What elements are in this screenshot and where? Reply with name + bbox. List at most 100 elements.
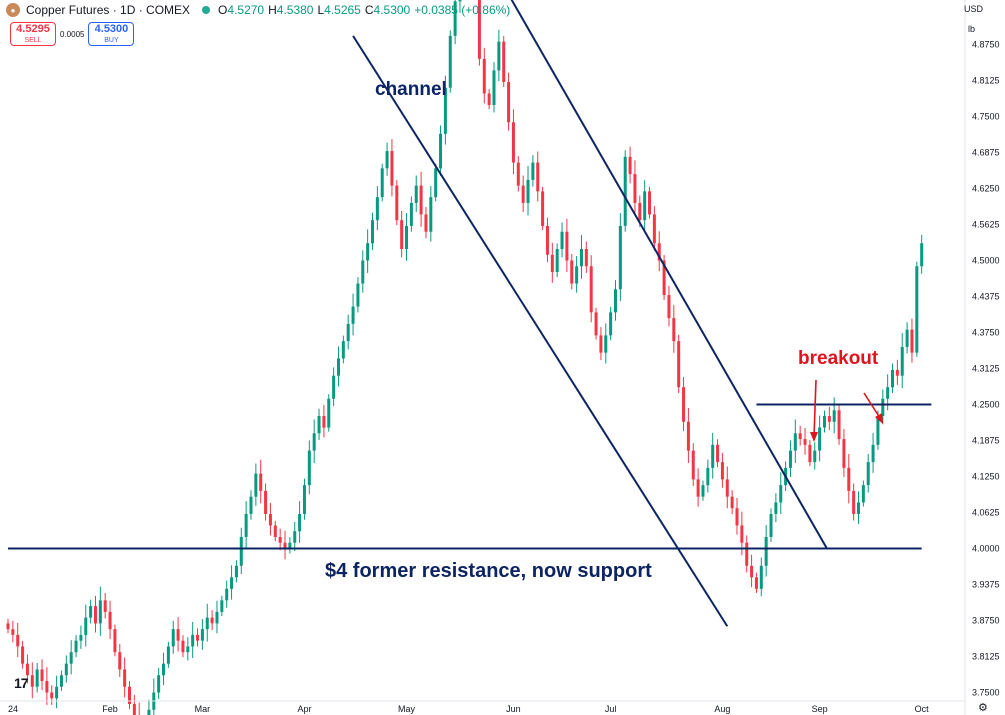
candle xyxy=(366,229,370,273)
candle xyxy=(905,322,909,354)
candle xyxy=(108,600,112,640)
buy-price: 4.5300 xyxy=(94,23,129,35)
candle xyxy=(259,459,263,504)
candle xyxy=(414,175,418,213)
candle xyxy=(716,439,720,468)
price-tick-label: 4.7500 xyxy=(972,112,1000,122)
candle xyxy=(628,146,632,184)
candle xyxy=(584,241,588,273)
candle xyxy=(682,377,686,431)
candle xyxy=(701,480,705,501)
candle xyxy=(288,537,292,554)
candle xyxy=(648,186,652,219)
symbol-title[interactable]: Copper Futures · 1D · COMEX xyxy=(26,3,191,17)
copper-logo-icon: ● xyxy=(6,3,20,17)
candle xyxy=(910,318,914,363)
buy-button[interactable]: 4.5300 BUY xyxy=(88,22,135,46)
support-label: $4 former resistance, now support xyxy=(325,560,652,582)
candle xyxy=(59,670,63,691)
price-tick-label: 4.8125 xyxy=(972,76,1000,86)
candle xyxy=(507,72,511,131)
candle xyxy=(764,524,768,577)
candles xyxy=(6,0,924,715)
close-value: 4.5300 xyxy=(373,3,411,17)
candle xyxy=(356,277,360,313)
candle xyxy=(618,213,622,301)
price-tick-label: 4.2500 xyxy=(972,400,1000,410)
candle xyxy=(128,681,131,709)
candle xyxy=(657,231,661,272)
candle xyxy=(594,307,598,340)
candle xyxy=(662,254,666,301)
candle xyxy=(264,483,268,521)
sell-button[interactable]: 4.5295 SELL xyxy=(10,22,56,46)
candle xyxy=(798,425,802,446)
candle xyxy=(346,314,350,350)
candle xyxy=(298,501,302,543)
candle xyxy=(652,206,656,251)
candle xyxy=(827,406,831,431)
candle xyxy=(497,29,501,82)
candle xyxy=(706,459,710,493)
price-tick-label: 4.5625 xyxy=(972,220,1000,230)
time-tick-label: Aug xyxy=(714,704,730,714)
candle xyxy=(861,480,865,507)
candle xyxy=(210,610,214,631)
candle xyxy=(50,685,54,705)
candle xyxy=(249,490,253,520)
candle xyxy=(181,635,185,658)
candle xyxy=(915,261,919,357)
candle xyxy=(614,280,617,321)
price-tick-label: 4.8750 xyxy=(972,40,1000,50)
gear-icon[interactable]: ⚙ xyxy=(978,702,988,714)
low-value: 4.5265 xyxy=(324,3,361,17)
candle xyxy=(312,419,316,464)
price-tick-label: 4.3125 xyxy=(972,364,1000,374)
candle xyxy=(482,47,486,104)
candle xyxy=(162,652,166,686)
channel-upper xyxy=(510,0,828,549)
time-tick-label: Jun xyxy=(506,704,521,714)
candle xyxy=(93,595,97,633)
candle xyxy=(118,643,122,677)
candle xyxy=(98,586,102,636)
candle xyxy=(793,419,797,464)
candle xyxy=(521,175,525,213)
trade-panel: 4.5295 SELL 0.0005 4.5300 BUY xyxy=(10,22,135,46)
candle xyxy=(244,501,248,549)
open-value: 4.5270 xyxy=(227,3,265,17)
candle xyxy=(900,333,904,389)
candle xyxy=(196,628,200,647)
candle xyxy=(803,428,807,455)
candle xyxy=(822,410,826,433)
tradingview-logo-icon[interactable]: 17 xyxy=(14,675,29,691)
open-label: O xyxy=(218,3,228,17)
candle xyxy=(725,466,729,509)
candle xyxy=(55,675,59,709)
candle xyxy=(871,432,875,473)
candle xyxy=(453,0,457,45)
candle xyxy=(667,285,671,327)
symbol-header[interactable]: ● Copper Futures · 1D · COMEX O 4.5270 H… xyxy=(0,0,514,20)
price-tick-label: 3.8125 xyxy=(972,652,1000,662)
candle xyxy=(395,180,399,226)
candle xyxy=(677,334,681,394)
price-tick-label: 4.1250 xyxy=(972,472,1000,482)
candle xyxy=(511,109,515,175)
low-label: L xyxy=(317,3,325,17)
price-tick-label: 4.0625 xyxy=(972,508,1000,518)
candle xyxy=(633,160,637,216)
candle xyxy=(123,657,127,698)
candle xyxy=(64,655,68,683)
currency-selector[interactable]: USD xyxy=(963,4,983,14)
candle xyxy=(132,694,136,715)
candle xyxy=(686,407,690,464)
candle xyxy=(881,389,885,425)
candle xyxy=(579,235,583,279)
price-axis: 3.7500 3.8125 3.8750 3.9375 4.0000 4.0625 4.12… xyxy=(964,0,1005,715)
candle xyxy=(545,217,549,263)
candle xyxy=(754,572,758,593)
candle xyxy=(273,520,277,542)
sell-label: SELL xyxy=(24,37,42,44)
